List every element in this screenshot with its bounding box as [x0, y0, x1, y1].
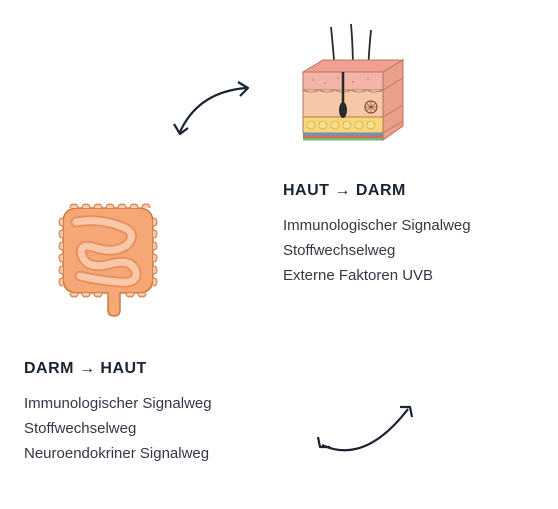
arrow-top	[168, 80, 258, 140]
skin-to-gut-line: Externe Faktoren UVB	[283, 264, 543, 289]
skin-illustration	[283, 22, 413, 152]
skin-to-gut-title: HAUT → DARM	[283, 182, 543, 200]
gut-to-skin-line: Immunologischer Signalweg	[24, 392, 284, 417]
gut-to-skin-line: Neuroendokriner Signalweg	[24, 442, 284, 467]
intestine-illustration	[48, 198, 168, 318]
skin-to-gut-line: Stoffwechselweg	[283, 239, 543, 264]
skin-to-gut-line: Immunologischer Signalweg	[283, 214, 543, 239]
gut-to-skin-title: DARM → HAUT	[24, 360, 284, 378]
gut-to-skin-line: Stoffwechselweg	[24, 417, 284, 442]
gut-to-skin-section: DARM → HAUT Immunologischer Signalweg St…	[24, 360, 284, 466]
skin-to-gut-section: HAUT → DARM Immunologischer Signalweg St…	[283, 182, 543, 288]
arrow-bottom	[310, 395, 420, 465]
